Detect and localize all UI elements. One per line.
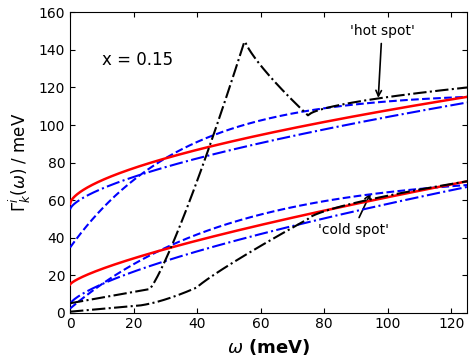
Text: 'hot spot': 'hot spot' <box>349 24 414 96</box>
Text: x = 0.15: x = 0.15 <box>102 51 173 70</box>
X-axis label: $\omega$ (meV): $\omega$ (meV) <box>227 337 310 357</box>
Y-axis label: $\Gamma^i_k(\omega)$ / meV: $\Gamma^i_k(\omega)$ / meV <box>7 113 33 212</box>
Text: 'cold spot': 'cold spot' <box>318 195 389 237</box>
